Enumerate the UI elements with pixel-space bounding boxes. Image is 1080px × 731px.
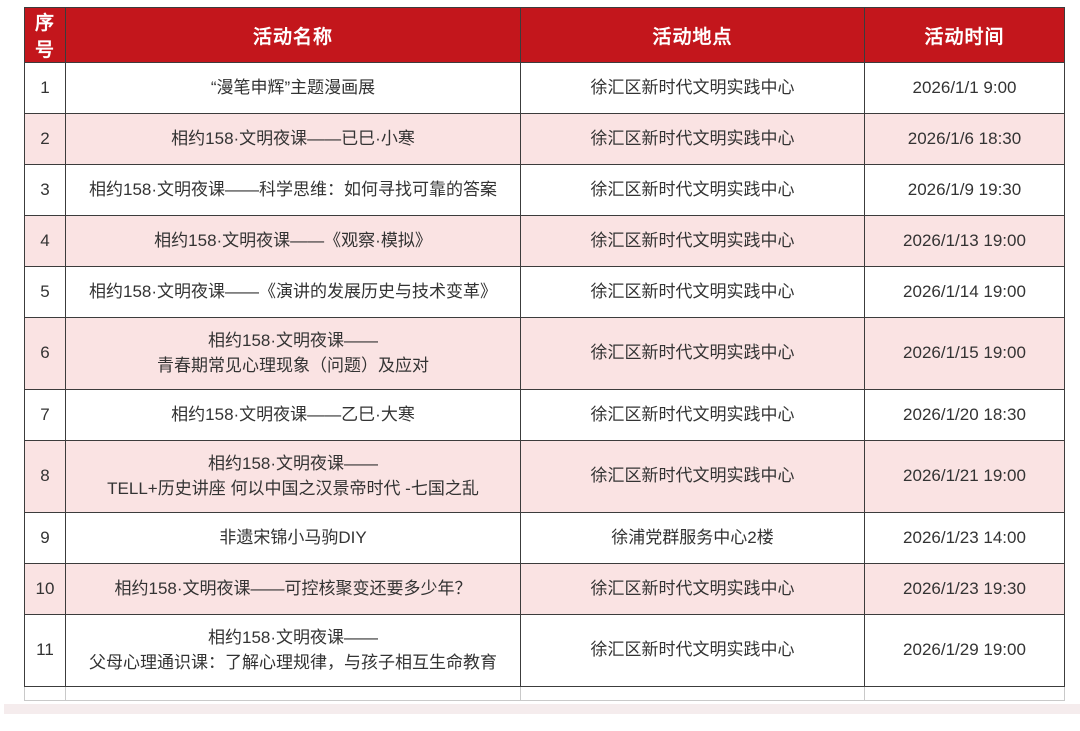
cell-activity-name: 相约158·文明夜课——已巳·小寒 — [65, 113, 521, 165]
cell-activity-name: 相约158·文明夜课——《演讲的发展历史与技术变革》 — [65, 266, 521, 318]
cell-time: 2026/1/14 19:00 — [864, 266, 1065, 318]
cell-location: 徐汇区新时代文明实践中心 — [520, 317, 865, 390]
cell-index: 1 — [24, 62, 66, 114]
column-header-index: 序号 — [24, 7, 66, 63]
cell-activity-name: 非遗宋锦小马驹DIY — [65, 512, 521, 564]
cell-time: 2026/1/15 19:00 — [864, 317, 1065, 390]
cell-index: 6 — [24, 317, 66, 390]
cell-index: 8 — [24, 440, 66, 513]
cell-location: 徐汇区新时代文明实践中心 — [520, 440, 865, 513]
cell-index: 3 — [24, 164, 66, 216]
cell-location: 徐汇区新时代文明实践中心 — [520, 215, 865, 267]
cell-index: 2 — [24, 113, 66, 165]
cell-time: 2026/1/21 19:00 — [864, 440, 1065, 513]
cell-index: 10 — [24, 563, 66, 615]
cell-location: 徐汇区新时代文明实践中心 — [520, 389, 865, 441]
cell-time: 2026/1/1 9:00 — [864, 62, 1065, 114]
table-row: 2 相约158·文明夜课——已巳·小寒 徐汇区新时代文明实践中心 2026/1/6 1… — [24, 113, 1065, 165]
cell-time: 2026/1/23 19:30 — [864, 563, 1065, 615]
table-row: 9 非遗宋锦小马驹DIY 徐浦党群服务中心2楼 2026/1/23 14:00 — [24, 512, 1065, 564]
header-row: 序号 活动名称 活动地点 活动时间 — [24, 7, 1065, 63]
cell-index: 7 — [24, 389, 66, 441]
cell-index: 4 — [24, 215, 66, 267]
cell-activity-name: 相约158·文明夜课—— 青春期常见心理现象（问题）及应对 — [65, 317, 521, 390]
partial-cell — [24, 686, 66, 701]
partial-cell — [520, 686, 865, 701]
table-row: 1 “漫笔申辉”主题漫画展 徐汇区新时代文明实践中心 2026/1/1 9:00 — [24, 62, 1065, 114]
cell-location: 徐汇区新时代文明实践中心 — [520, 563, 865, 615]
cell-time: 2026/1/29 19:00 — [864, 614, 1065, 687]
column-header-name: 活动名称 — [65, 7, 521, 63]
cell-location: 徐汇区新时代文明实践中心 — [520, 113, 865, 165]
cell-index: 11 — [24, 614, 66, 687]
cell-location: 徐汇区新时代文明实践中心 — [520, 62, 865, 114]
cell-time: 2026/1/13 19:00 — [864, 215, 1065, 267]
table-row: 3 相约158·文明夜课——科学思维：如何寻找可靠的答案 徐汇区新时代文明实践中心 2… — [24, 164, 1065, 216]
table-row: 10 相约158·文明夜课——可控核聚变还要多少年？ 徐汇区新时代文明实践中心 202… — [24, 563, 1065, 615]
cell-activity-name: 相约158·文明夜课——乙巳·大寒 — [65, 389, 521, 441]
cell-location: 徐汇区新时代文明实践中心 — [520, 164, 865, 216]
partial-cell — [65, 686, 521, 701]
cell-time: 2026/1/23 14:00 — [864, 512, 1065, 564]
partial-row — [24, 686, 1065, 701]
bottom-band — [4, 704, 1080, 714]
cell-activity-name: 相约158·文明夜课——《观察·模拟》 — [65, 215, 521, 267]
cell-time: 2026/1/6 18:30 — [864, 113, 1065, 165]
cell-index: 9 — [24, 512, 66, 564]
cell-location: 徐汇区新时代文明实践中心 — [520, 266, 865, 318]
table-row: 6 相约158·文明夜课—— 青春期常见心理现象（问题）及应对 徐汇区新时代文明实践中… — [24, 317, 1065, 390]
table-row: 8 相约158·文明夜课—— TELL+历史讲座 何以中国之汉景帝时代 -七国之乱徐… — [24, 440, 1065, 513]
table-row: 5 相约158·文明夜课——《演讲的发展历史与技术变革》 徐汇区新时代文明实践中心 2… — [24, 266, 1065, 318]
column-header-location: 活动地点 — [520, 7, 865, 63]
cell-location: 徐浦党群服务中心2楼 — [520, 512, 865, 564]
cell-activity-name: “漫笔申辉”主题漫画展 — [65, 62, 521, 114]
cell-location: 徐汇区新时代文明实践中心 — [520, 614, 865, 687]
page: 序号 活动名称 活动地点 活动时间 1 “漫笔申辉”主题漫画展 徐汇区新时代文明实践… — [4, 7, 1080, 714]
table-row: 7 相约158·文明夜课——乙巳·大寒 徐汇区新时代文明实践中心 2026/1/20 … — [24, 389, 1065, 441]
table-row: 4 相约158·文明夜课——《观察·模拟》 徐汇区新时代文明实践中心 2026/1/1… — [24, 215, 1065, 267]
cell-activity-name: 相约158·文明夜课—— 父母心理通识课：了解心理规律，与孩子相互生命教育 — [65, 614, 521, 687]
cell-index: 5 — [24, 266, 66, 318]
cell-time: 2026/1/20 18:30 — [864, 389, 1065, 441]
activities-table: 序号 活动名称 活动地点 活动时间 1 “漫笔申辉”主题漫画展 徐汇区新时代文明实践… — [24, 7, 1065, 701]
column-header-time: 活动时间 — [864, 7, 1065, 63]
cell-activity-name: 相约158·文明夜课—— TELL+历史讲座 何以中国之汉景帝时代 -七国之乱 — [65, 440, 521, 513]
cell-time: 2026/1/9 19:30 — [864, 164, 1065, 216]
partial-cell — [864, 686, 1065, 701]
table-row: 11 相约158·文明夜课—— 父母心理通识课：了解心理规律，与孩子相互生命教育 徐汇… — [24, 614, 1065, 687]
cell-activity-name: 相约158·文明夜课——科学思维：如何寻找可靠的答案 — [65, 164, 521, 216]
cell-activity-name: 相约158·文明夜课——可控核聚变还要多少年？ — [65, 563, 521, 615]
